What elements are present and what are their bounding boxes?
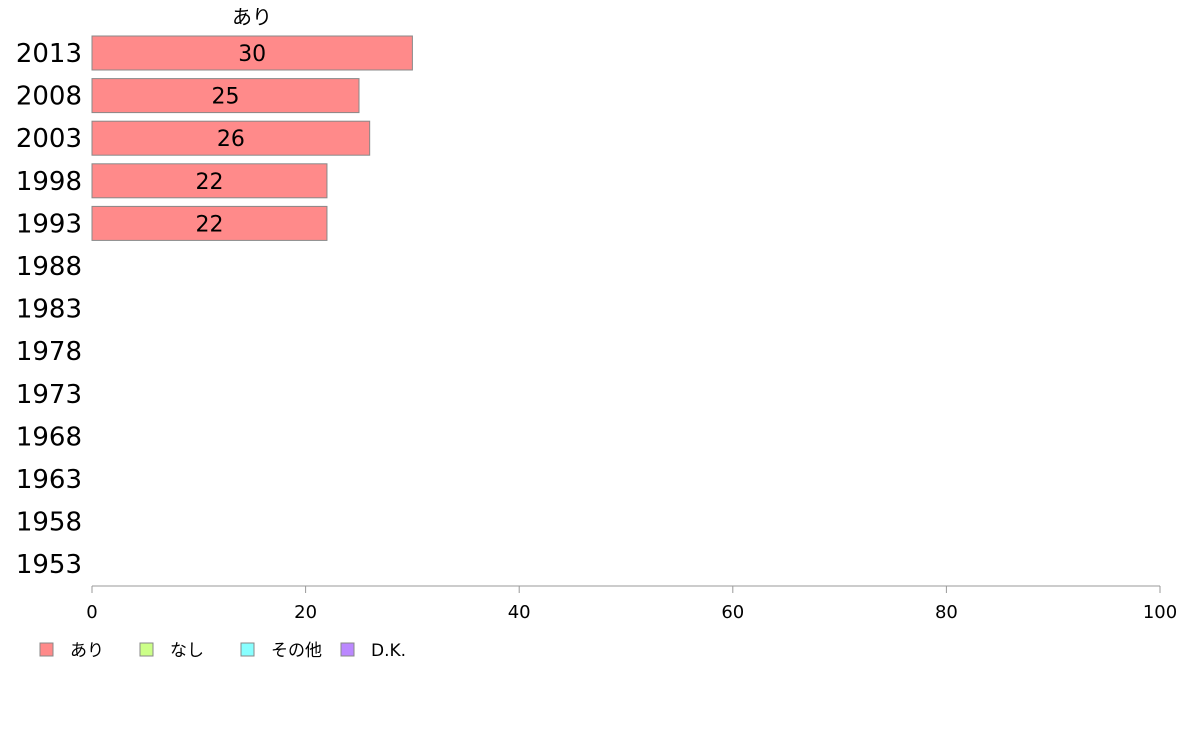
- year-label-1963: 1963: [16, 465, 82, 495]
- bar-label-2013: 30: [238, 42, 266, 67]
- x-tick-label-80: 80: [935, 602, 958, 623]
- bar-label-1998: 22: [195, 170, 223, 195]
- legend-label: その他: [271, 641, 322, 661]
- legend-item-2: その他: [240, 641, 322, 661]
- legend-label: D.K.: [371, 641, 406, 661]
- x-axis: 0 20 40 60 80 100: [86, 585, 1177, 623]
- series-header: あり: [232, 5, 272, 29]
- year-label-1968: 1968: [16, 422, 82, 452]
- legend-item-0: あり: [39, 641, 104, 661]
- bar-1993-series-0: [91, 205, 328, 241]
- bar-label-2008: 25: [212, 85, 240, 110]
- series-title-label: あり: [232, 5, 272, 29]
- legend: あり なし その他 D.K.: [39, 641, 406, 661]
- legend-label: あり: [70, 641, 104, 661]
- year-label-1953: 1953: [16, 550, 82, 580]
- year-label-1958: 1958: [16, 508, 82, 538]
- x-tick-label-100: 100: [1143, 602, 1177, 623]
- bar-label-1993: 22: [195, 212, 223, 237]
- bars: 30 25 26 22 22: [91, 35, 413, 241]
- x-tick-label-20: 20: [294, 602, 317, 623]
- bar-2003-series-0: [91, 120, 371, 156]
- bar-1998-series-0: [91, 163, 328, 199]
- legend-item-3: D.K.: [340, 641, 406, 661]
- legend-swatch: [39, 642, 54, 657]
- bar-2013-series-0: [91, 35, 413, 71]
- legend-label: なし: [170, 641, 204, 661]
- x-tick-label-0: 0: [86, 602, 97, 623]
- x-tick-label-40: 40: [508, 602, 531, 623]
- y-axis-labels: 2013 2008 2003 1998 1993 1988 1983 1978 1973 1968…: [16, 39, 82, 580]
- year-label-1998: 1998: [16, 167, 82, 197]
- x-tick-label-60: 60: [721, 602, 744, 623]
- year-label-1988: 1988: [16, 252, 82, 282]
- bar-2008-series-0: [91, 78, 360, 114]
- year-label-1978: 1978: [16, 337, 82, 367]
- year-label-2013: 2013: [16, 39, 82, 69]
- year-label-1993: 1993: [16, 209, 82, 239]
- legend-swatch: [139, 642, 154, 657]
- bar-label-2003: 26: [217, 127, 245, 152]
- legend-item-1: なし: [139, 641, 204, 661]
- legend-swatch: [240, 642, 255, 657]
- year-label-2008: 2008: [16, 82, 82, 112]
- year-label-2003: 2003: [16, 124, 82, 154]
- year-label-1983: 1983: [16, 295, 82, 325]
- legend-swatch: [340, 642, 355, 657]
- year-label-1973: 1973: [16, 380, 82, 410]
